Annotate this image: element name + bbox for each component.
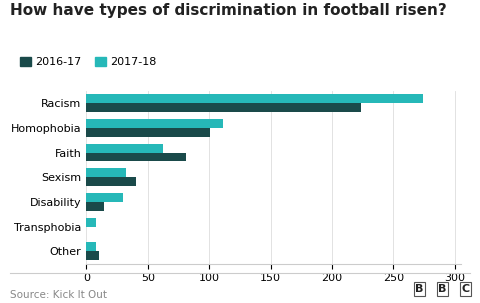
Text: How have types of discrimination in football risen?: How have types of discrimination in foot…	[10, 3, 446, 18]
Bar	[86, 128, 210, 137]
Bar	[86, 251, 99, 260]
Bar	[86, 144, 163, 153]
Text: B: B	[415, 284, 424, 294]
Text: Source: Kick It Out: Source: Kick It Out	[10, 290, 107, 300]
Text: B: B	[438, 284, 447, 294]
Bar	[86, 168, 126, 177]
Bar	[86, 177, 135, 186]
Bar	[86, 153, 186, 161]
Bar	[86, 193, 123, 202]
Bar	[86, 94, 423, 103]
Text: C: C	[462, 284, 469, 294]
Bar	[86, 103, 361, 112]
Bar	[86, 119, 223, 128]
Bar	[86, 242, 96, 251]
Bar	[86, 202, 104, 211]
Legend: 2016-17, 2017-18: 2016-17, 2017-18	[15, 52, 161, 72]
Bar	[86, 218, 96, 227]
